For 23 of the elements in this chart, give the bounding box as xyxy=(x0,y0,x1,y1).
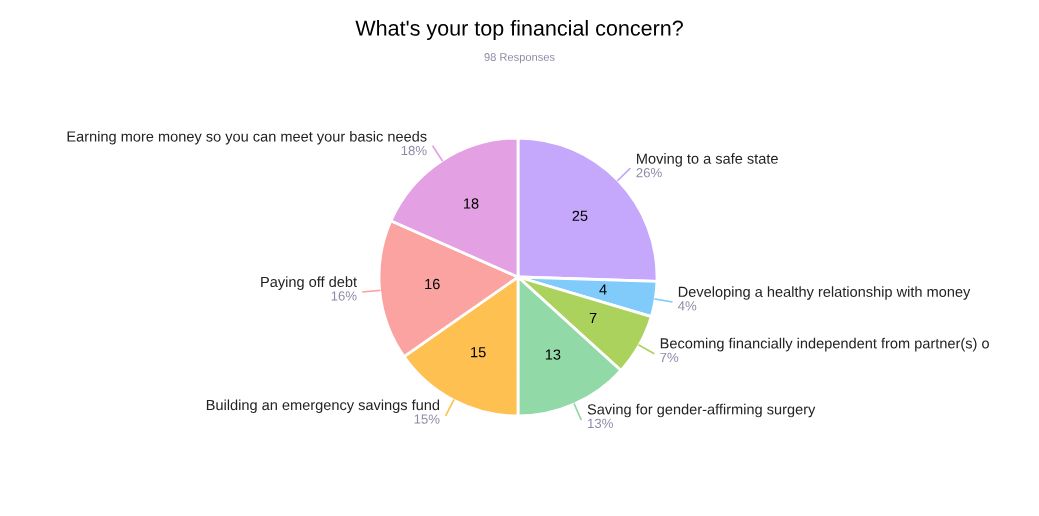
slice-label: Paying off debt xyxy=(261,276,357,290)
text: 16% xyxy=(331,291,357,301)
data-label: 15 xyxy=(471,347,486,358)
slice-label: Saving for gender-affirming surgery xyxy=(587,403,816,418)
data-label: 25 xyxy=(572,210,588,221)
chart-subtitle: 98 Responses xyxy=(484,53,555,64)
text: 4% xyxy=(677,301,697,311)
data-label: 16 xyxy=(425,278,440,290)
data-label: 4 xyxy=(599,284,607,295)
chart-title: What's your top financial concern? xyxy=(355,19,683,41)
data-label: 7 xyxy=(589,313,597,324)
text: 26% xyxy=(636,168,662,178)
slice-label: Moving to a safe state xyxy=(637,153,778,167)
data-label: 13 xyxy=(545,349,561,360)
slice-label: Becoming financially independent from partner(s) o xyxy=(660,337,989,352)
text: 13% xyxy=(588,418,613,429)
text: 15% xyxy=(414,414,440,424)
slice-label: Earning more money so you can meet your basic needs xyxy=(67,130,427,145)
text: 18% xyxy=(401,145,427,156)
text: 7% xyxy=(660,352,679,363)
slice-label: Building an emergency savings fund xyxy=(206,399,440,414)
slice-label: Developing a healthy relationship with money xyxy=(678,286,971,300)
data-label: 18 xyxy=(463,198,479,209)
